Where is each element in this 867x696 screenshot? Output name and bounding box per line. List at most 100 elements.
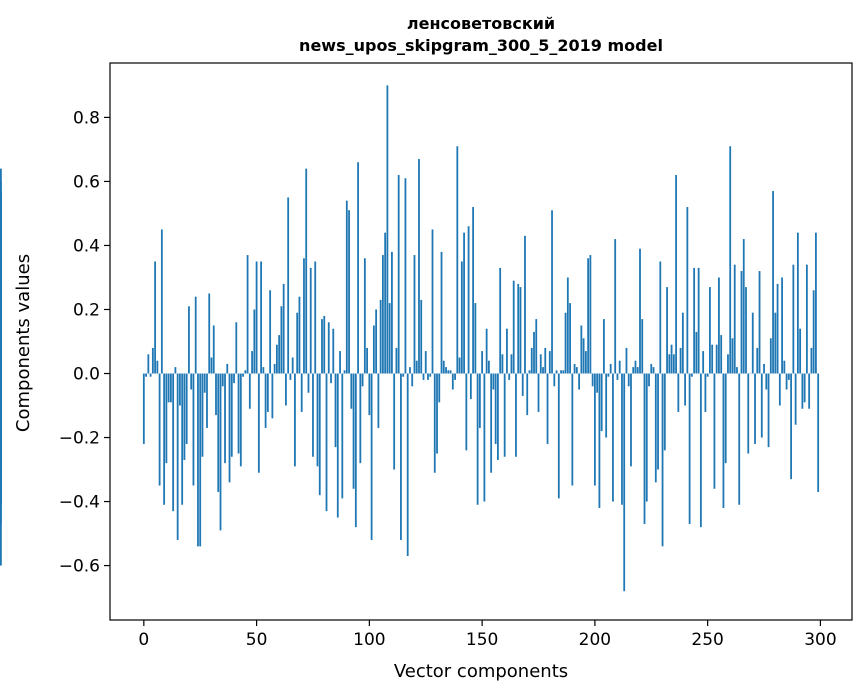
bar-component-4 [151, 347, 154, 374]
bar-component-113 [397, 175, 400, 374]
bar-component-102 [372, 325, 375, 374]
bar-component-119 [411, 373, 414, 387]
bar-component-241 [686, 207, 689, 374]
bar-component-99 [366, 347, 368, 374]
bar-component-191 [573, 363, 576, 374]
bar-component-81 [325, 373, 328, 512]
x-tick-label: 300 [804, 630, 836, 650]
bar-component-149 [478, 373, 481, 428]
bar-component-195 [582, 338, 585, 374]
x-tick-label: 250 [691, 630, 723, 650]
bar-component-66 [291, 357, 294, 374]
bar-component-185 [560, 370, 562, 374]
bar-component-248 [702, 351, 705, 374]
bar-component-208 [612, 373, 614, 502]
bar-component-214 [625, 347, 628, 374]
bar-component-156 [494, 373, 497, 444]
bar-component-121 [415, 360, 418, 374]
bar-component-172 [530, 347, 533, 374]
bar-component-139 [456, 146, 459, 374]
bar-component-210 [616, 373, 619, 380]
bar-component-158 [499, 267, 502, 374]
bar-component-79 [321, 319, 323, 374]
bar-component-17 [181, 373, 184, 505]
bar-component-24 [197, 373, 199, 547]
bar-component-44 [242, 373, 244, 377]
bar-component-260 [729, 146, 732, 374]
bar-component-93 [352, 373, 355, 489]
bar-component-151 [483, 373, 486, 502]
bar-component-89 [343, 370, 346, 374]
bar-component-157 [497, 373, 499, 460]
x-axis-label: Vector components [394, 661, 568, 682]
bar-component-220 [639, 248, 641, 374]
bar-component-76 [314, 261, 317, 374]
bar-component-177 [542, 367, 544, 374]
bar-component-196 [584, 351, 587, 374]
bar-component-276 [765, 373, 768, 390]
bar-component-286 [787, 373, 790, 380]
bar-component-59 [275, 344, 278, 374]
bar-component-224 [648, 373, 650, 387]
bar-component-242 [688, 373, 691, 524]
bar-component-111 [393, 373, 396, 470]
bar-component-88 [341, 373, 344, 499]
bar-component-205 [605, 373, 608, 438]
bar-component-40 [233, 373, 235, 384]
bar-component-233 [668, 354, 671, 374]
bar-component-275 [763, 363, 765, 374]
bar-component-138 [454, 373, 456, 380]
bar-component-236 [675, 175, 677, 374]
bar-component-199 [591, 373, 594, 387]
bar-component-71 [303, 258, 305, 374]
bar-component-14 [174, 367, 177, 374]
bar-component-209 [614, 239, 617, 374]
bar-component-21 [190, 373, 193, 390]
bar-component-169 [524, 235, 526, 374]
bar-component-105 [379, 299, 382, 374]
bar-component-245 [695, 331, 698, 374]
bar-component-13 [172, 373, 175, 512]
bar-component-55 [266, 373, 269, 412]
bar-component-295 [808, 373, 811, 409]
bar-component-211 [618, 360, 621, 374]
bar-component-180 [548, 351, 551, 374]
bar-component-32 [215, 373, 217, 416]
bar-component-41 [235, 322, 238, 374]
bar-component-215 [627, 373, 630, 387]
bar-component-16 [179, 373, 181, 406]
bar-component-244 [693, 267, 696, 374]
bar-component-278 [769, 338, 772, 374]
bar-component-75 [312, 373, 314, 457]
bar-component-212 [621, 373, 623, 505]
bar-component-227 [654, 373, 657, 483]
bar-component-197 [587, 258, 590, 374]
bar-component-165 [515, 373, 517, 457]
bar-component-28 [206, 373, 208, 428]
bar-component-155 [492, 373, 495, 390]
bar-component-104 [377, 373, 380, 428]
bar-component-134 [445, 367, 447, 374]
bar-component-87 [339, 351, 341, 374]
bar-component-10 [165, 373, 168, 464]
bar-component-132 [440, 251, 443, 374]
bar-component-202 [598, 373, 601, 508]
bar-component-131 [438, 373, 441, 403]
bar-component-225 [650, 363, 653, 374]
bar-component-167 [519, 287, 522, 374]
bar-component-110 [391, 251, 393, 374]
bar-component-137 [451, 373, 454, 390]
bar-component-54 [264, 373, 267, 428]
bar-component-239 [681, 312, 684, 374]
bar-component-283 [781, 277, 783, 374]
bar-component-193 [578, 373, 580, 390]
bar-component-27 [203, 373, 206, 393]
bar-component-60 [278, 335, 281, 374]
bar-component-37 [226, 363, 229, 374]
bar-component-201 [596, 373, 599, 393]
bar-component-282 [778, 373, 781, 406]
bar-component-91 [348, 210, 350, 374]
bar-component-154 [490, 373, 493, 473]
bar-component-231 [663, 373, 666, 451]
bar-component-42 [237, 373, 240, 454]
